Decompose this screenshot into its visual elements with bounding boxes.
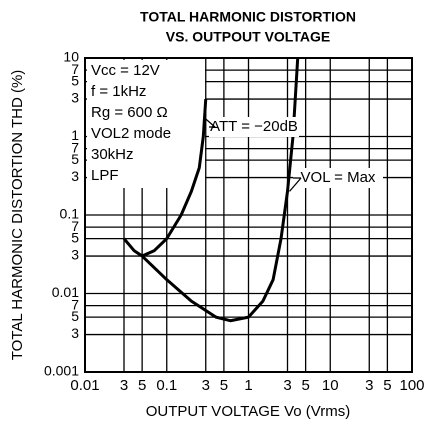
condition-text: VOL2 mode xyxy=(91,125,171,142)
x-tick-label: 3 xyxy=(202,377,210,394)
y-tick-label: 5 xyxy=(71,308,79,324)
series-label-bg xyxy=(209,117,299,137)
x-tick-label: 0.1 xyxy=(156,377,177,394)
x-axis-label: OUTPUT VOLTAGE Vo (Vrms) xyxy=(146,403,350,420)
y-tick-label: 0.1 xyxy=(60,206,80,222)
chart-title: VS. OUTPOUT VOLTAGE xyxy=(166,29,330,45)
y-tick-label: 3 xyxy=(71,168,79,184)
plot-frame xyxy=(84,57,413,373)
y-tick-label: 7 xyxy=(71,218,79,234)
x-tick-label: 5 xyxy=(301,377,309,394)
y-tick-label: 5 xyxy=(71,151,79,167)
x-tick-label: 3 xyxy=(120,377,128,394)
y-axis-label: TOTAL HARMONIC DISTORTION THD (%) xyxy=(9,70,26,361)
x-tick-label: 5 xyxy=(138,377,146,394)
x-tick-label: 100 xyxy=(399,377,424,394)
line xyxy=(122,98,208,258)
y-tick-label: 1 xyxy=(71,127,79,143)
x-tick-label: 1 xyxy=(244,377,252,394)
condition-text: 30kHz xyxy=(91,146,134,163)
x-tick-label: 3 xyxy=(365,377,373,394)
series-label-bg xyxy=(293,168,383,188)
x-tick-label: 10 xyxy=(322,377,339,394)
y-tick-label: 3 xyxy=(71,325,79,341)
y-tick-label: 0.001 xyxy=(44,363,79,379)
y-tick-label: 3 xyxy=(71,247,79,263)
y-tick-label: 0.01 xyxy=(52,284,79,300)
y-tick-label: 3 xyxy=(71,90,79,106)
chart-title: TOTAL HARMONIC DISTORTION xyxy=(140,9,356,25)
condition-text: f = 1kHz xyxy=(91,83,146,100)
y-tick-label: 5 xyxy=(71,229,79,245)
series-label: VOL = Max xyxy=(301,169,376,186)
line xyxy=(141,57,300,323)
condition-text: Vcc = 12V xyxy=(91,62,160,79)
x-tick-label: 5 xyxy=(383,377,391,394)
conditions-box xyxy=(87,60,205,188)
condition-text: LPF xyxy=(91,167,119,184)
x-tick-label: 3 xyxy=(283,377,291,394)
x-tick-label: 0.01 xyxy=(70,377,99,394)
leader-line xyxy=(205,118,216,128)
leader-line xyxy=(289,177,302,192)
series-label: ATT = −20dB xyxy=(210,118,298,135)
condition-text: Rg = 600 Ω xyxy=(91,104,168,121)
x-tick-label: 5 xyxy=(220,377,228,394)
y-tick-label: 5 xyxy=(71,72,79,88)
y-tick-label: 7 xyxy=(71,61,79,77)
y-tick-label: 7 xyxy=(71,139,79,155)
y-tick-label: 10 xyxy=(63,49,79,65)
y-tick-label: 7 xyxy=(71,296,79,312)
